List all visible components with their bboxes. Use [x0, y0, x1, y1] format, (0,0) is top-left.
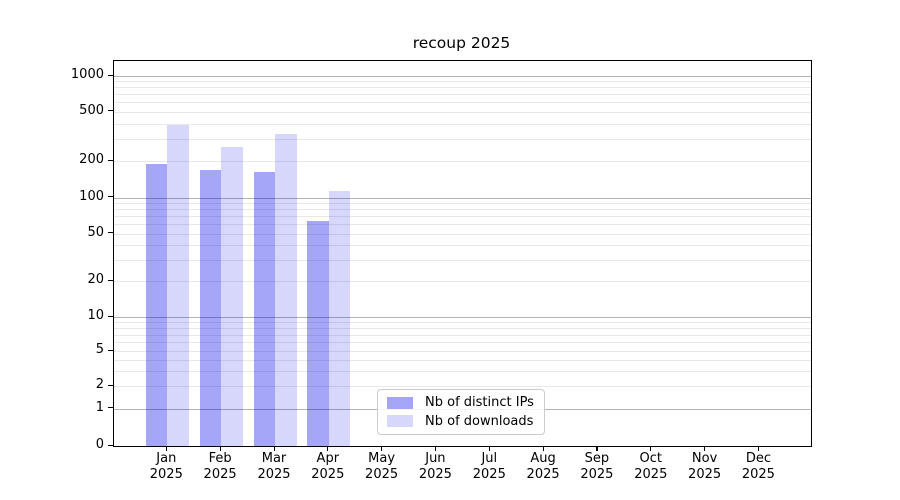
y-tick-label: 1	[95, 399, 104, 415]
gridline-minor	[114, 233, 811, 235]
gridline-major	[114, 76, 811, 77]
x-tick-mark	[273, 446, 275, 451]
legend-item-downloads: Nb of downloads	[387, 414, 535, 429]
gridline-minor	[114, 111, 811, 113]
x-tick-label-jan: Jan 2025	[149, 451, 183, 482]
x-tick-label-sep: Sep 2025	[580, 451, 614, 482]
y-tick-mark	[108, 444, 113, 446]
y-tick-mark	[108, 315, 113, 317]
x-tick-label-feb: Feb 2025	[203, 451, 237, 482]
x-tick-mark	[488, 446, 490, 451]
x-tick-label-nov: Nov 2025	[688, 451, 722, 482]
gridline-minor	[114, 370, 811, 372]
gridline-minor	[114, 216, 811, 217]
gridline-minor	[114, 209, 811, 211]
x-tick-mark	[219, 446, 221, 451]
chart-title: recoup 2025	[412, 34, 511, 52]
y-tick-mark	[108, 349, 113, 351]
y-tick-label: 100	[79, 188, 104, 204]
y-tick-label: 50	[87, 224, 104, 240]
x-tick-mark	[596, 446, 598, 451]
x-tick-label-jul: Jul 2025	[472, 451, 506, 482]
gridline-minor	[114, 102, 811, 104]
bar-mar-downloads	[275, 134, 297, 446]
x-tick-label-aug: Aug 2025	[526, 451, 560, 482]
x-tick-mark	[650, 446, 652, 451]
y-tick-mark	[108, 279, 113, 281]
y-tick-label: 20	[87, 272, 104, 287]
gridline-minor	[114, 139, 811, 141]
gridline-minor	[114, 386, 811, 387]
x-tick-mark	[381, 446, 383, 451]
x-tick-mark	[327, 446, 329, 451]
y-tick-mark	[108, 384, 113, 386]
gridline-minor	[114, 327, 811, 329]
y-tick-mark	[108, 110, 113, 112]
y-tick-label: 1000	[70, 67, 104, 82]
gridline-minor	[114, 245, 811, 247]
y-tick-label: 10	[87, 308, 104, 323]
legend-swatch-distinct-ips	[387, 396, 413, 409]
gridline-minor	[114, 260, 811, 261]
gridline-minor	[114, 81, 811, 83]
y-tick-label: 0	[95, 437, 104, 452]
gridline-minor	[114, 322, 811, 324]
gridline-minor	[114, 161, 811, 162]
x-tick-mark	[757, 446, 760, 451]
y-tick-label: 200	[79, 152, 104, 167]
gridline-minor	[114, 87, 811, 89]
x-tick-label-jun: Jun 2025	[418, 451, 452, 482]
gridline-minor	[114, 123, 811, 125]
gridline-minor	[114, 224, 811, 225]
legend-item-distinct-ips: Nb of distinct IPs	[387, 395, 535, 410]
gridline-minor	[114, 351, 811, 352]
bar-apr-downloads	[328, 191, 351, 446]
y-tick-mark	[108, 159, 113, 161]
legend-label-distinct-ips: Nb of distinct IPs	[425, 395, 534, 411]
y-tick-mark	[108, 232, 113, 234]
bar-feb-distinct-ips	[199, 169, 222, 446]
x-tick-label-dec: Dec 2025	[741, 451, 775, 482]
x-tick-label-mar: Mar 2025	[257, 451, 291, 482]
y-tick-mark	[108, 196, 113, 198]
gridline-minor	[114, 359, 811, 361]
gridline-minor	[114, 281, 811, 282]
x-tick-mark	[542, 446, 544, 451]
gridline-major	[114, 317, 811, 318]
x-tick-label-oct: Oct 2025	[634, 451, 668, 482]
legend: Nb of distinct IPs Nb of downloads	[377, 389, 545, 435]
bar-jan-distinct-ips	[145, 164, 168, 446]
gridline-minor	[114, 203, 811, 204]
y-tick-mark	[108, 407, 113, 409]
bar-mar-distinct-ips	[253, 171, 275, 446]
gridline-minor	[114, 94, 811, 96]
y-tick-label: 2	[95, 377, 104, 392]
bar-apr-distinct-ips	[307, 220, 329, 446]
bar-jan-downloads	[167, 125, 189, 446]
gridline-major	[114, 197, 811, 199]
x-tick-label-may: May 2025	[365, 451, 399, 482]
y-tick-label: 5	[95, 342, 104, 357]
gridline-minor	[114, 342, 811, 344]
x-tick-label-apr: Apr 2025	[311, 451, 345, 482]
x-tick-mark	[434, 446, 437, 451]
legend-swatch-downloads	[387, 415, 413, 428]
y-tick-label: 500	[79, 102, 104, 118]
y-tick-mark	[108, 74, 113, 76]
legend-label-downloads: Nb of downloads	[425, 413, 534, 429]
x-tick-mark	[165, 446, 167, 451]
gridline-minor	[114, 334, 811, 336]
x-tick-mark	[704, 446, 706, 451]
bar-feb-downloads	[221, 147, 243, 446]
